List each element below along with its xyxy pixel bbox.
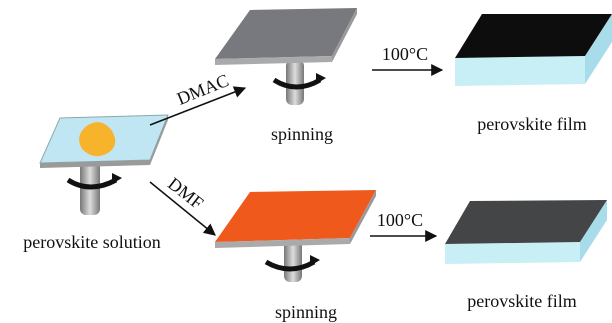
solution-label: perovskite solution xyxy=(23,232,161,252)
film-label: perovskite film xyxy=(467,291,576,311)
solution-substrate xyxy=(40,115,168,215)
spinner-top xyxy=(215,8,357,105)
temp-label: 100°C xyxy=(377,210,423,230)
step-label: spinning xyxy=(275,302,337,322)
diagram: perovskite solution DMAC DMF spinning sp… xyxy=(0,0,612,323)
film-top xyxy=(455,14,612,86)
temp-label: 100°C xyxy=(382,44,428,64)
solvent-label: DMAC xyxy=(174,70,232,109)
film-bottom xyxy=(445,200,607,264)
film-label: perovskite film xyxy=(477,114,586,134)
step-label: spinning xyxy=(271,124,333,144)
spinner-bottom xyxy=(215,190,376,282)
solvent-label: DMF xyxy=(164,173,207,213)
